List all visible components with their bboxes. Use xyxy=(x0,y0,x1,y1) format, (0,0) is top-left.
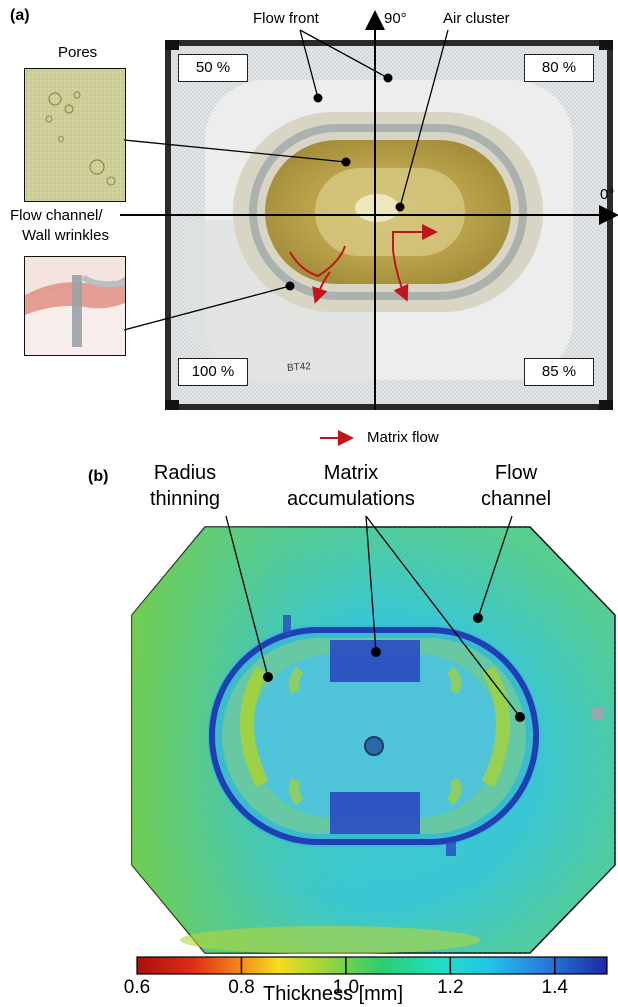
colorbar-tick-label: 0.6 xyxy=(123,977,151,998)
pores-inset xyxy=(24,68,126,202)
flow-channel-dot-b xyxy=(473,613,483,623)
label-matrix-line2: accumulations xyxy=(287,488,415,510)
colorbar-tick-label: 1.2 xyxy=(437,977,464,998)
air-cluster-dot xyxy=(395,202,405,212)
panel-a-label: (a) xyxy=(10,7,30,24)
label-flow-front: Flow front xyxy=(253,10,319,27)
thickness-map xyxy=(131,526,616,954)
label-matrix-line1: Matrix xyxy=(323,462,379,484)
label-90-degree: 90° xyxy=(384,10,407,27)
pct-top-right: 80 % xyxy=(524,54,594,82)
pct-bottom-right: 85 % xyxy=(524,358,594,386)
label-flow-channel-line2: Wall wrinkles xyxy=(22,227,109,244)
flow-front-dot-1 xyxy=(313,93,323,103)
pores-dot xyxy=(341,157,351,167)
label-flow-line1: Flow xyxy=(494,462,538,484)
label-matrix-accumulations: Matrix accumulations xyxy=(287,460,415,512)
legend-matrix-flow: Matrix flow xyxy=(367,429,439,446)
matrix-acc-dot-2 xyxy=(515,712,525,722)
label-radius-line2: thinning xyxy=(150,488,221,510)
panel-b-overlay xyxy=(225,515,525,722)
matrix-flow-arrow-1 xyxy=(312,271,331,304)
panel-a-overlay xyxy=(120,10,618,446)
flow-front-dot-2 xyxy=(383,73,393,83)
label-radius-thinning: Radius thinning xyxy=(150,460,220,512)
label-air-cluster: Air cluster xyxy=(443,10,510,27)
colorbar xyxy=(136,956,608,975)
colorbar-tick-label: 0.8 xyxy=(228,977,255,998)
part-photo xyxy=(165,40,613,410)
label-flow-channel-line1: Flow channel/ xyxy=(10,207,103,224)
label-radius-line1: Radius xyxy=(153,462,217,484)
pct-top-left: 50 % xyxy=(178,54,248,82)
colorbar-title: Thickness [mm] xyxy=(263,983,404,1005)
panel-b-label: (b) xyxy=(88,468,109,485)
matrix-flow-arrow-3 xyxy=(392,249,409,302)
pct-bottom-left: 100 % xyxy=(178,358,248,386)
flow-channel-inset xyxy=(24,256,126,356)
colorbar-tick-label: 1.4 xyxy=(541,977,568,998)
label-flow-line2: channel xyxy=(481,488,552,510)
colorbar-tick-label: 1.0 xyxy=(332,977,360,998)
label-pores: Pores xyxy=(58,44,98,61)
label-flow-channel: Flow channel/ Wall wrinkles xyxy=(10,206,109,246)
flow-channel-dot xyxy=(285,281,295,291)
matrix-flow-arrow-2 xyxy=(392,224,438,250)
matrix-acc-dot-1 xyxy=(371,647,381,657)
matrix-flow-path-1 xyxy=(289,245,346,278)
label-0-degree: 0° xyxy=(600,186,615,203)
label-flow-channel-b: Flow channel xyxy=(481,460,551,512)
radius-thinning-dot xyxy=(263,672,273,682)
